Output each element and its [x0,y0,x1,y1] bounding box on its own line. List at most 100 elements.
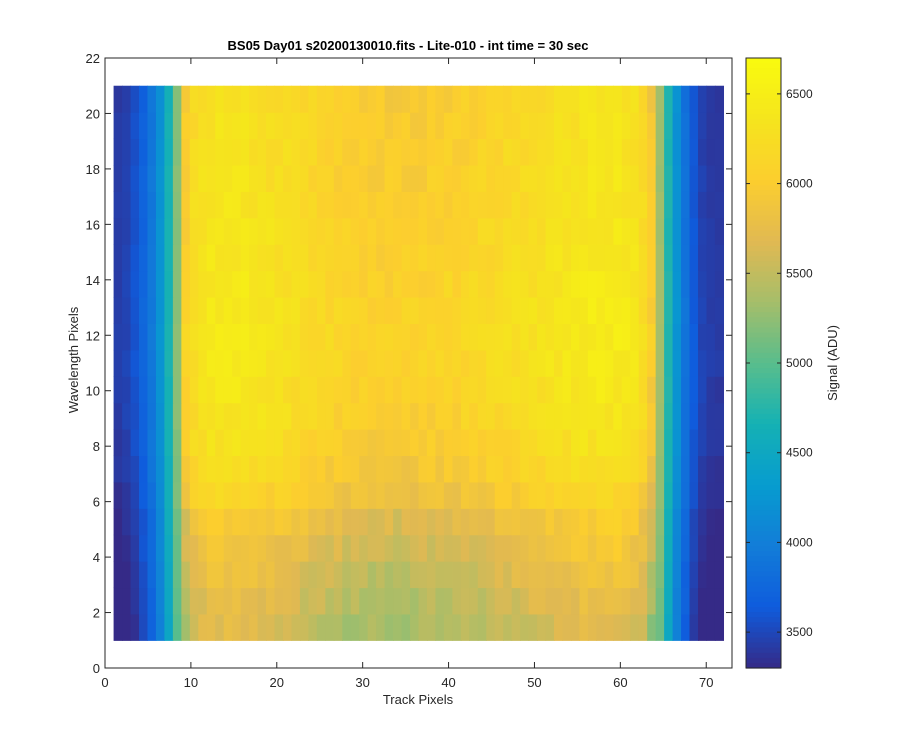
heatmap-cell [460,613,470,641]
heatmap-cell [655,508,665,536]
heatmap-cell [257,191,267,219]
heatmap-cell [240,323,250,351]
heatmap-cell [596,164,606,192]
heatmap-cell [122,85,132,113]
heatmap-cell [587,323,597,351]
heatmap-cell [274,323,284,351]
heatmap-cell [520,349,530,377]
heatmap-cell [223,138,233,166]
heatmap-cell [257,376,267,404]
heatmap-cell [604,534,614,562]
heatmap-cell [570,296,581,324]
heatmap-cell [181,402,191,430]
heatmap-cell [282,587,293,615]
heatmap-cell [198,296,208,324]
colorbar-segment [746,546,781,552]
heatmap-cell [486,270,496,298]
heatmap-cell [282,296,293,324]
heatmap-cell [215,85,225,113]
heatmap-cell [545,244,555,272]
heatmap-cell [520,508,530,536]
heatmap-cell [316,270,326,298]
heatmap-cell [240,587,250,615]
heatmap-cell [477,138,487,166]
heatmap-cell [426,164,437,192]
heatmap-cell [418,429,428,457]
heatmap-cell [359,138,369,166]
heatmap-cell [359,429,369,457]
heatmap-cell [689,534,699,562]
heatmap-cell [418,481,428,509]
heatmap-cell [486,508,496,536]
heatmap-cell [189,164,199,192]
heatmap-cell [579,455,589,483]
heatmap-cell [570,613,581,641]
heatmap-cell [164,349,174,377]
heatmap-cell [147,534,157,562]
heatmap-cell [410,164,420,192]
heatmap-cell [596,217,606,245]
heatmap-cell [596,349,606,377]
heatmap-cell [604,376,614,404]
heatmap-cell [410,217,420,245]
heatmap-cell [291,191,301,219]
heatmap-cell [418,587,428,615]
heatmap-cell [308,481,318,509]
heatmap-cell [232,85,242,113]
heatmap-cell [139,270,149,298]
heatmap-cell [342,534,352,562]
heatmap-cell [698,561,708,589]
heatmap-cell [604,85,614,113]
heatmap-cell [232,429,242,457]
colorbar-segment [746,622,781,628]
heatmap-cell [316,349,326,377]
heatmap-cell [647,508,657,536]
heatmap-cell [621,587,631,615]
heatmap-cell [587,613,597,641]
heatmap-cell [562,349,572,377]
heatmap-cell [630,455,640,483]
heatmap-cell [706,244,716,272]
heatmap-cell [443,244,453,272]
plot-area [113,85,725,641]
heatmap-cell [113,191,123,219]
heatmap-cell [139,138,149,166]
colorbar-segment [746,352,781,359]
heatmap-cell [443,270,453,298]
heatmap-cell [122,244,132,272]
x-tick-label: 70 [699,675,713,690]
heatmap-cell [316,217,326,245]
colorbar-segment [746,134,781,140]
heatmap-cell [147,508,157,536]
heatmap-cell [664,191,674,219]
colorbar-segment [746,124,781,130]
heatmap-cell [545,402,555,430]
heatmap-cell [164,455,174,483]
heatmap-cell [486,402,496,430]
heatmap-cell [342,138,352,166]
heatmap-cell [172,613,182,641]
heatmap-cell [291,455,301,483]
heatmap-cell [579,402,589,430]
heatmap-cell [164,508,174,536]
heatmap-cell [376,296,386,324]
heatmap-cell [155,376,166,404]
heatmap-cell [672,112,682,140]
heatmap-cell [562,481,572,509]
heatmap-cell [570,112,581,140]
heatmap-cell [664,481,674,509]
heatmap-cell [393,244,403,272]
heatmap-cell [155,508,166,536]
heatmap-cell [477,429,487,457]
heatmap-cell [350,191,360,219]
heatmap-cell [266,402,276,430]
heatmap-cell [418,508,428,536]
heatmap-cell [266,296,276,324]
heatmap-cell [266,481,276,509]
heatmap-cell [384,244,394,272]
heatmap-cell [113,402,123,430]
y-tick-label: 2 [93,606,100,621]
heatmap-cell [291,164,301,192]
heatmap-cell [147,217,157,245]
heatmap-cell [333,429,343,457]
